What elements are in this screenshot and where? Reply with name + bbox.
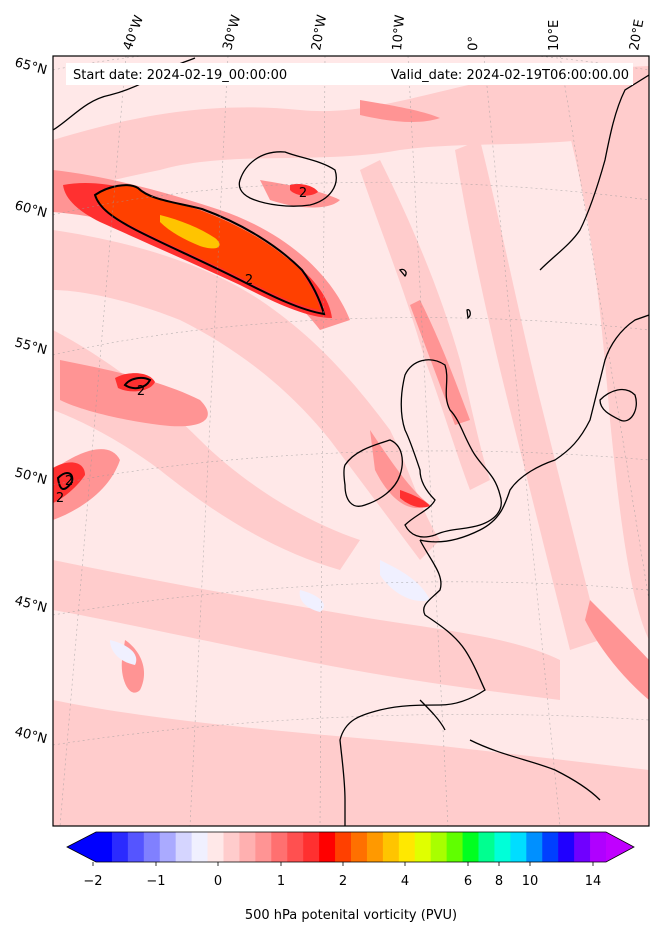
colorbar-cell (558, 832, 575, 862)
colorbar-cell (446, 832, 464, 862)
colorbar-cell (175, 832, 193, 862)
lon-label: 30°W (220, 13, 244, 52)
colorbar-cell (335, 832, 352, 862)
graticule (53, 56, 649, 826)
colorbar-cell (542, 832, 559, 862)
lon-label: 20°E (627, 18, 647, 51)
colorbar-cell (414, 832, 432, 862)
colorbar-cell (462, 832, 479, 862)
colorbar-cell (494, 832, 511, 862)
lon-label: 10°E (547, 20, 562, 51)
colorbar-cell (382, 832, 400, 862)
colorbar-cell (96, 832, 113, 862)
colorbar-tick-label: 2 (339, 874, 347, 889)
colorbar-cell (478, 832, 495, 862)
lon-label: 0° (466, 36, 482, 51)
contour-label: 2 (65, 474, 73, 489)
colorbar-cell (351, 832, 368, 862)
colorbar-tick-label: 14 (585, 874, 602, 889)
colorbar-tick-label: 1 (277, 874, 285, 889)
colorbar-cell (319, 832, 336, 862)
colorbar: −2 −1 0 1 2 4 6 8 10 14 500 hPa potenital vortici… (66, 831, 635, 923)
colorbar-cell (271, 832, 288, 862)
valid-date-label: Valid_date: 2024-02-19T06:00:00.00 (391, 68, 629, 83)
map-frame (52, 55, 650, 827)
colorbar-cells (96, 832, 607, 862)
colorbar-cell (223, 832, 240, 862)
pv-2-contours (56, 184, 326, 490)
colorbar-cell (303, 832, 320, 862)
lat-label: 55°N (13, 335, 49, 358)
colorbar-cell (127, 832, 145, 862)
lon-label: 20°W (309, 14, 330, 52)
colorbar-outline (66, 831, 635, 863)
contour-label: 2 (56, 491, 64, 506)
contour-labels: 2 2 2 2 2 (56, 186, 307, 506)
colorbar-cell (590, 832, 607, 862)
longitude-labels: 40°W 30°W 20°W 10°W 0° 10°E 20°E (121, 13, 648, 52)
colorbar-tick-label: −2 (83, 874, 102, 889)
colorbar-cell (510, 832, 527, 862)
contour-label: 2 (137, 384, 145, 399)
colorbar-tick-label: 8 (495, 874, 503, 889)
colorbar-tick-label: 4 (401, 874, 409, 889)
lon-label: 10°W (390, 14, 408, 51)
colorbar-ticks: −2 −1 0 1 2 4 6 8 10 14 (83, 862, 601, 889)
coastlines (53, 57, 649, 826)
colorbar-under-arrow (67, 832, 96, 862)
contour-label: 2 (245, 273, 253, 288)
colorbar-cell (159, 832, 177, 862)
colorbar-cell (191, 832, 209, 862)
colorbar-cell (207, 832, 224, 862)
colorbar-cell (398, 832, 416, 862)
colorbar-label: 500 hPa potenital vorticity (PVU) (245, 908, 457, 923)
lat-label: 40°N (13, 724, 49, 747)
lat-label: 65°N (13, 55, 49, 78)
colorbar-tick-label: −1 (146, 874, 165, 889)
map-panel: 2 2 2 2 2 Start date: 2024-02-19_00:00:0… (53, 56, 649, 826)
start-date-label: Start date: 2024-02-19_00:00:00 (73, 68, 287, 83)
colorbar-tick-label: 6 (464, 874, 472, 889)
header-box (66, 63, 633, 85)
latitude-labels: 65°N 60°N 55°N 50°N 45°N 40°N (13, 55, 49, 747)
colorbar-over-arrow (606, 832, 634, 862)
colorbar-cell (143, 832, 161, 862)
colorbar-cell (255, 832, 272, 862)
pv-max (160, 215, 220, 249)
colorbar-cell (366, 832, 384, 862)
colorbar-cell (239, 832, 256, 862)
lon-label: 40°W (121, 13, 147, 52)
colorbar-cell (111, 832, 129, 862)
colorbar-cell (574, 832, 591, 862)
colorbar-tick-label: 10 (522, 874, 539, 889)
negative-pv-patches (110, 560, 430, 665)
colorbar-tick-label: 0 (214, 874, 222, 889)
colorbar-cell (287, 832, 304, 862)
lat-label: 45°N (13, 593, 49, 616)
lat-label: 50°N (13, 465, 49, 488)
colorbar-cell (430, 832, 448, 862)
lat-label: 60°N (13, 198, 49, 221)
colorbar-cell (526, 832, 543, 862)
contour-label: 2 (299, 186, 307, 201)
